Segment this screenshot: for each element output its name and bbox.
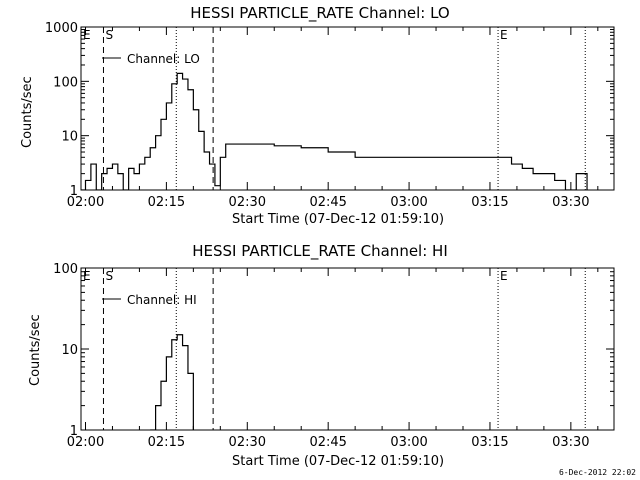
y-tick-label-lo: 1 <box>70 184 78 199</box>
event-marker-label-hi: E <box>500 269 508 283</box>
x-axis-label-lo: Start Time (07-Dec-12 01:59:10) <box>232 212 445 227</box>
chart-title-lo: HESSI PARTICLE_RATE Channel: LO <box>190 4 450 22</box>
y-tick-label-hi: 1 <box>70 424 78 439</box>
series-line-lo <box>81 72 588 190</box>
panel-hi: 1 10 100 02:00 02:15 02:30 02:45 03:00 03:15 03:3… <box>53 262 615 450</box>
x-tick-label-hi: 02:15 <box>148 435 185 450</box>
y-axis-label-lo: Counts/sec <box>20 76 35 148</box>
legend-label-lo: Channel: LO <box>127 52 200 66</box>
timestamp: 6-Dec-2012 22:02 <box>558 468 636 477</box>
y-tick-label-lo: 1000 <box>45 21 78 36</box>
panel-lo: 1 10 100 1000 02:00 02:15 02:30 02:45 03:00 03:15… <box>45 21 615 210</box>
x-tick-label-hi: 02:00 <box>67 435 104 450</box>
event-marker-label-hi: S <box>105 269 113 283</box>
x-tick-label-lo: 02:00 <box>67 195 104 210</box>
y-tick-label-hi: 100 <box>53 262 78 277</box>
x-tick-label-hi: 03:00 <box>390 435 427 450</box>
y-axis-label-hi: Counts/sec <box>28 314 43 386</box>
x-tick-label-lo: 03:15 <box>471 195 508 210</box>
x-tick-label-hi: 02:30 <box>229 435 266 450</box>
x-tick-label-hi: 03:15 <box>471 435 508 450</box>
x-tick-label-lo: 03:00 <box>390 195 427 210</box>
event-marker-label-lo: E <box>83 28 91 42</box>
series-line-hi <box>150 334 194 430</box>
x-tick-label-lo: 03:30 <box>552 195 589 210</box>
event-marker-label-lo: E <box>500 28 508 42</box>
event-marker-label-hi: E <box>83 269 91 283</box>
x-tick-label-hi: 02:45 <box>309 435 346 450</box>
x-tick-label-lo: 02:15 <box>148 195 185 210</box>
chart-title-hi: HESSI PARTICLE_RATE Channel: HI <box>192 242 448 260</box>
x-axis-label-hi: Start Time (07-Dec-12 01:59:10) <box>232 454 445 469</box>
y-tick-label-lo: 100 <box>53 75 78 90</box>
y-tick-label-lo: 10 <box>61 130 78 145</box>
y-tick-label-hi: 10 <box>61 343 78 358</box>
x-tick-label-lo: 02:30 <box>229 195 266 210</box>
x-tick-label-lo: 02:45 <box>309 195 346 210</box>
x-tick-label-hi: 03:30 <box>552 435 589 450</box>
legend-label-hi: Channel: HI <box>127 293 197 307</box>
event-marker-label-lo: S <box>105 28 113 42</box>
